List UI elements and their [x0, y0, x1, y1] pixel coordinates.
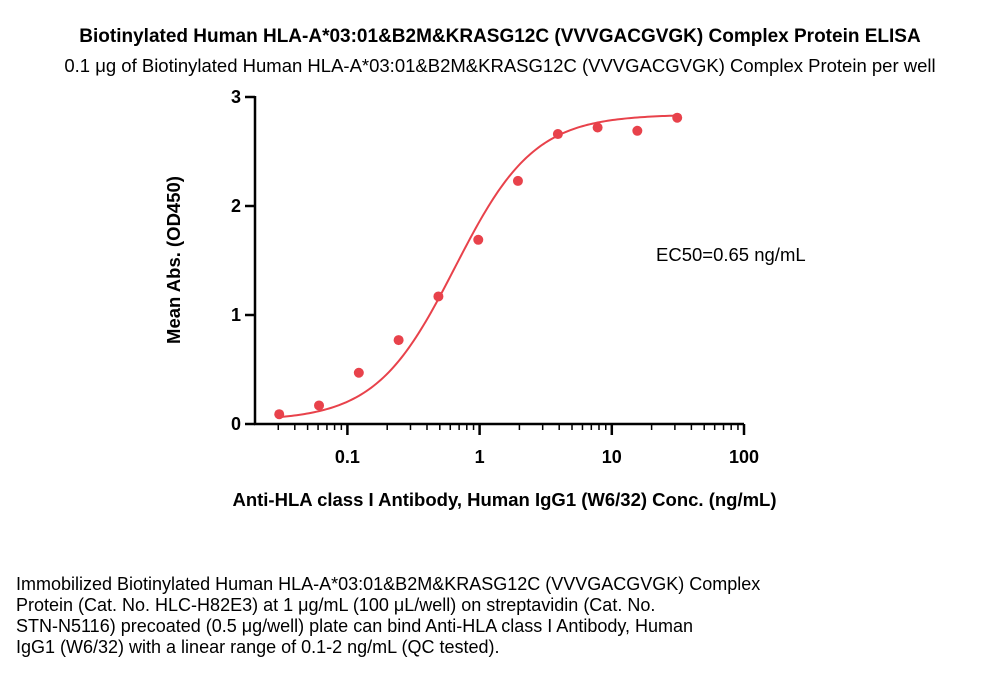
data-point — [632, 125, 643, 136]
figure-caption: Immobilized Biotinylated Human HLA-A*03:… — [16, 574, 876, 658]
data-point — [314, 400, 325, 411]
data-point — [672, 112, 683, 123]
data-point — [433, 291, 444, 302]
data-point — [592, 122, 603, 133]
caption-line: Protein (Cat. No. HLC-H82E3) at 1 μg/mL … — [16, 595, 656, 615]
data-point — [512, 175, 523, 186]
y-tick-label: 0 — [231, 414, 241, 434]
y-tick-label: 2 — [231, 196, 241, 216]
x-tick-label: 1 — [475, 447, 485, 467]
chart-area: 0 1 2 3 0.1 1 10 100 Anti-HLA class I Antibody, … — [163, 87, 806, 510]
data-point — [274, 409, 285, 420]
x-tick-label: 100 — [729, 447, 759, 467]
data-point — [353, 367, 364, 378]
x-tick-label: 10 — [602, 447, 622, 467]
y-tick-label: 3 — [231, 87, 241, 107]
caption-line: STN-N5116) precoated (0.5 μg/well) plate… — [16, 616, 694, 636]
x-tick-label: 0.1 — [335, 447, 360, 467]
caption-line: IgG1 (W6/32) with a linear range of 0.1-… — [16, 637, 500, 657]
data-point — [552, 129, 563, 140]
x-axis-label: Anti-HLA class I Antibody, Human IgG1 (W… — [232, 489, 776, 510]
data-point — [473, 234, 484, 245]
y-tick-label: 1 — [231, 305, 241, 325]
chart-subtitle: 0.1 μg of Biotinylated Human HLA-A*03:01… — [64, 55, 936, 76]
caption-line: Immobilized Biotinylated Human HLA-A*03:… — [16, 574, 761, 594]
ec50-annotation: EC50=0.65 ng/mL — [656, 244, 806, 265]
fit-curve — [279, 114, 678, 419]
chart-title: Biotinylated Human HLA-A*03:01&B2M&KRASG… — [79, 26, 921, 47]
y-axis-label: Mean Abs. (OD450) — [163, 176, 184, 344]
data-point — [393, 335, 404, 346]
